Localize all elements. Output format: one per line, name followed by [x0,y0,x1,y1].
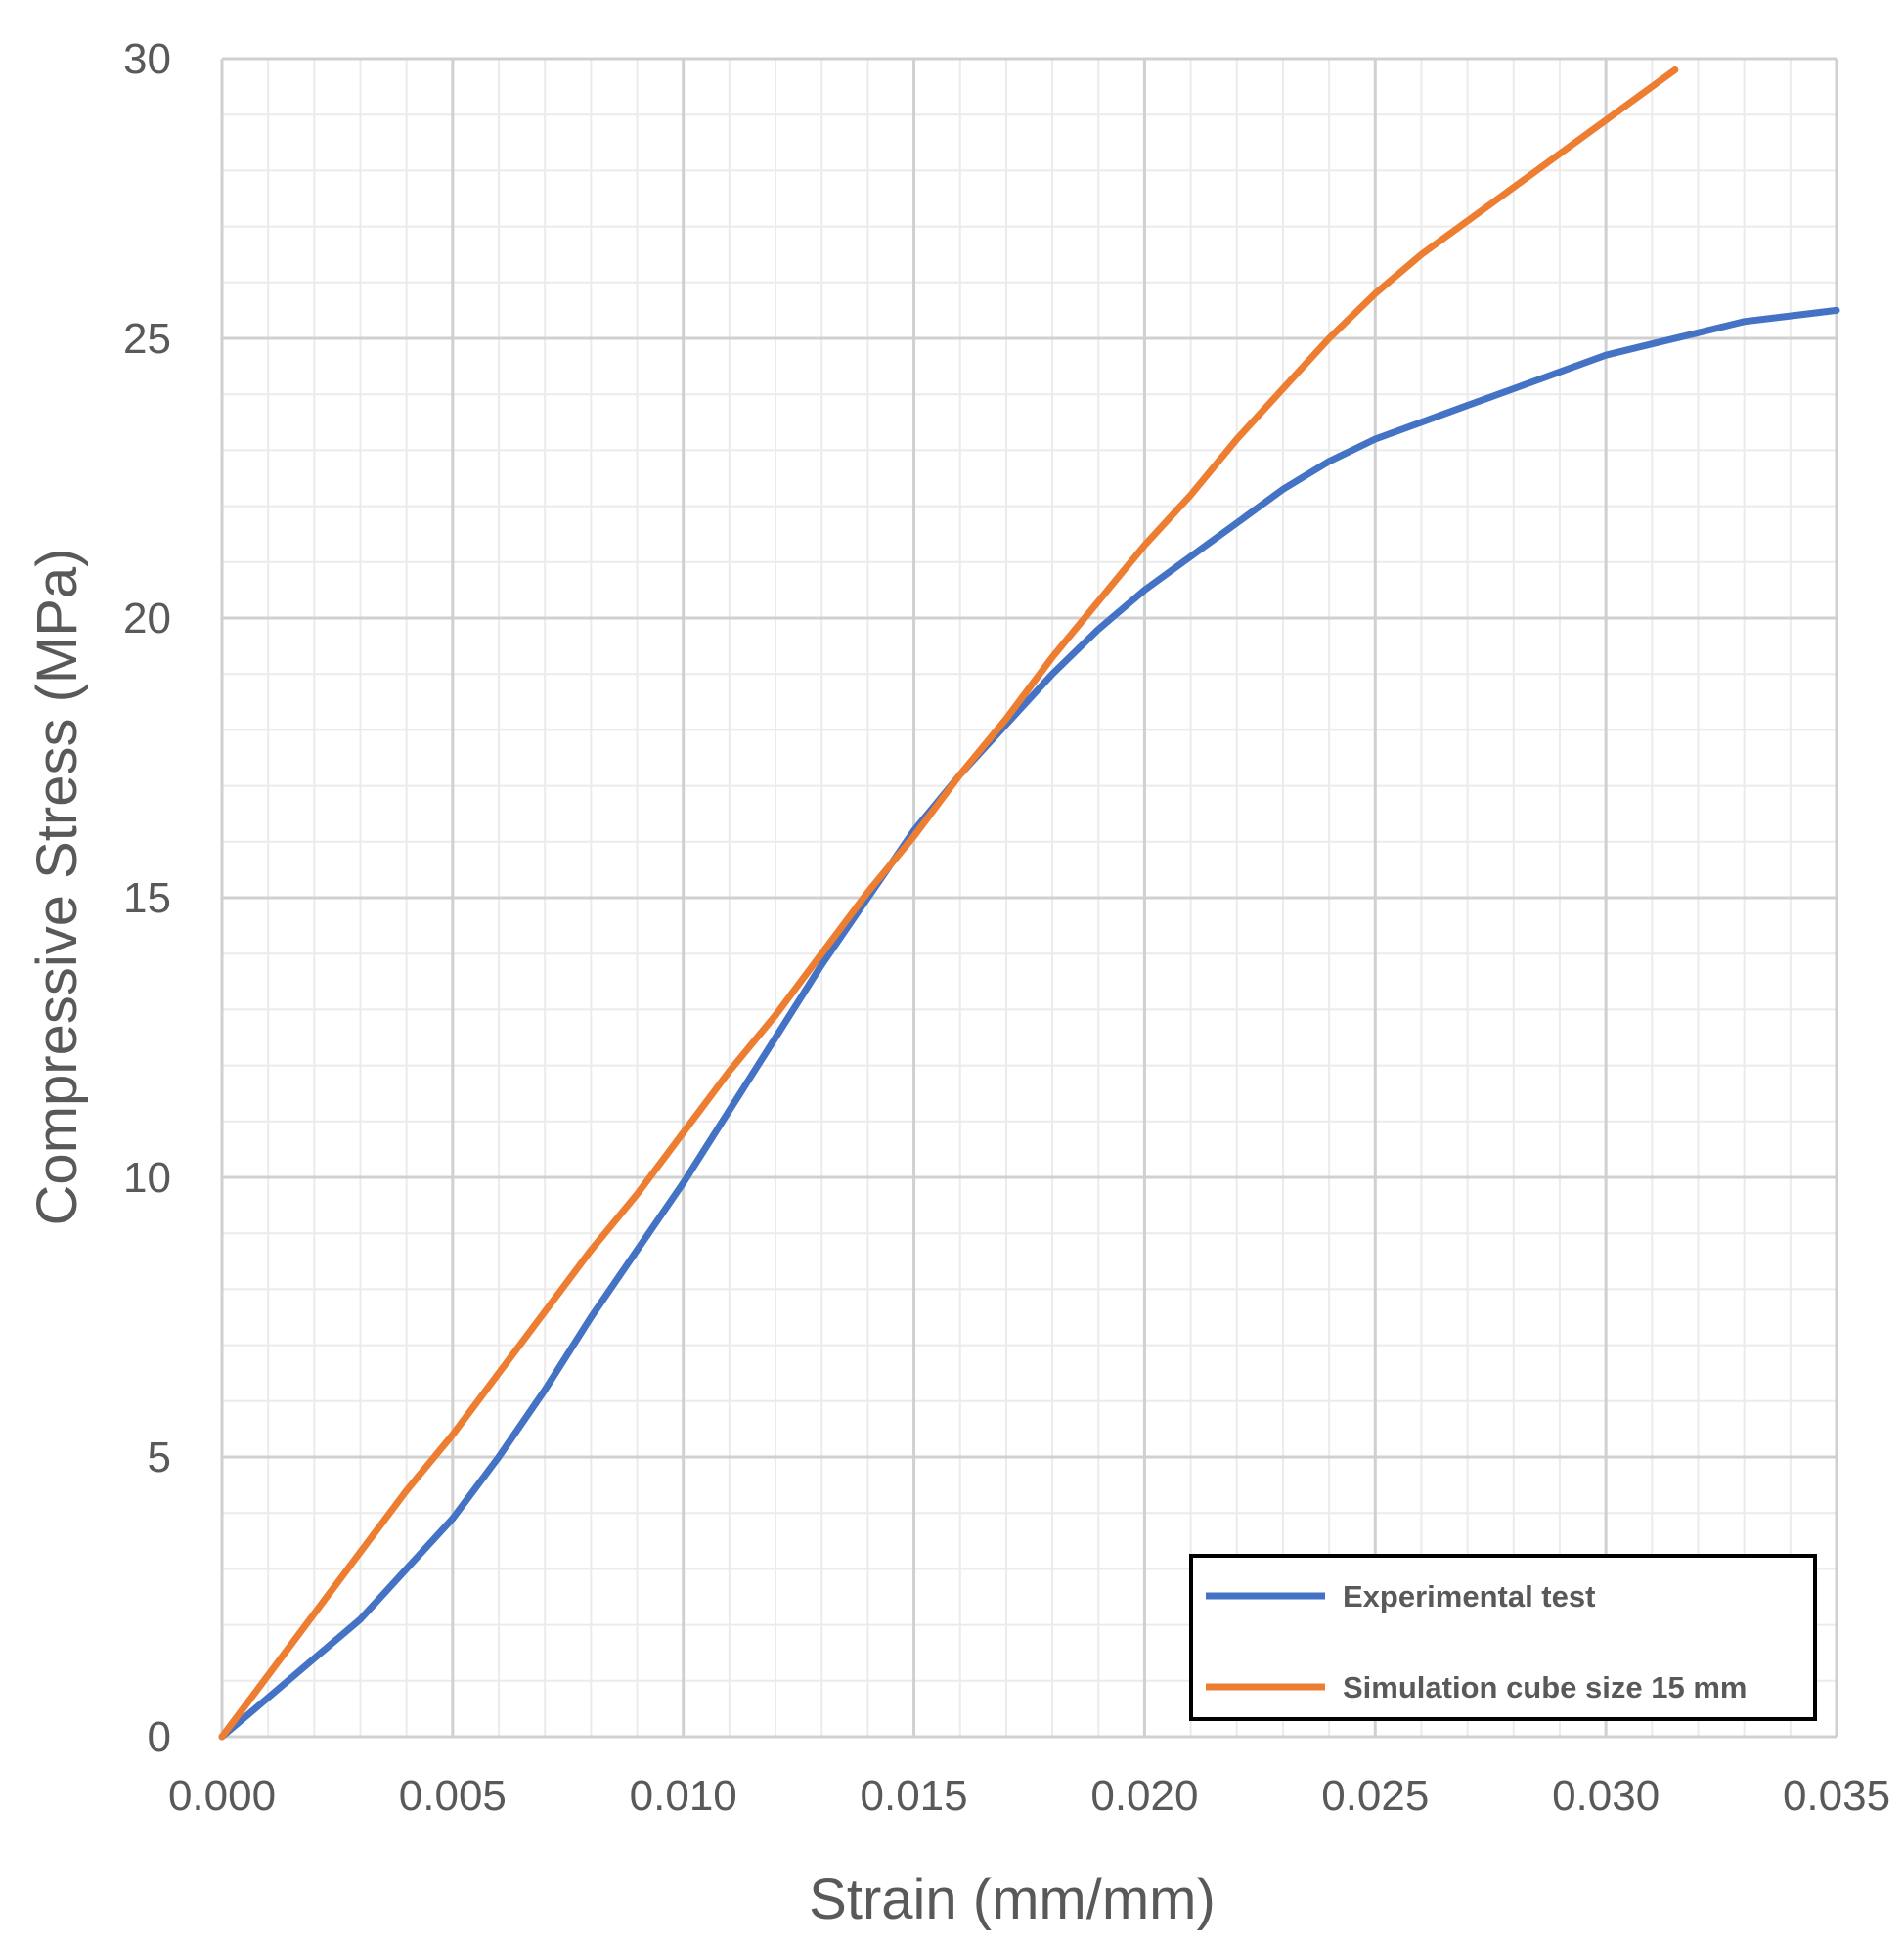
y-tick-label: 5 [148,1434,171,1481]
legend-label-simulation: Simulation cube size 15 mm [1343,1670,1747,1704]
x-tick-label: 0.030 [1552,1772,1660,1820]
simulation-cube-line [218,66,1679,1741]
y-tick-label: 25 [123,315,171,363]
x-tick-label: 0.020 [1090,1772,1198,1820]
x-tick-label: 0.010 [630,1772,737,1820]
legend: Experimental test Simulation cube size 1… [1189,1554,1817,1721]
x-axis-tick-labels: 0.000 0.005 0.010 0.015 0.020 0.025 0.030 0.035 [168,1772,1890,1820]
y-axis-tick-labels: 0 5 10 15 20 25 30 [123,35,171,1761]
x-tick-label: 0.000 [168,1772,276,1820]
major-gridlines [220,57,1838,1739]
x-tick-label: 0.025 [1321,1772,1429,1820]
x-tick-label: 0.005 [399,1772,507,1820]
y-axis-title: Compressive Stress (MPa) [25,549,89,1226]
y-tick-label: 30 [123,35,171,83]
legend-label-experimental: Experimental test [1343,1579,1595,1613]
series-lines [218,66,1840,1741]
x-tick-label: 0.015 [861,1772,968,1820]
experimental-test-line [218,306,1840,1741]
y-tick-label: 15 [123,874,171,922]
x-axis-title: Strain (mm/mm) [809,1868,1216,1931]
y-tick-label: 10 [123,1154,171,1202]
y-tick-label: 20 [123,595,171,642]
y-tick-label: 0 [148,1713,171,1761]
legend-box [1189,1554,1817,1721]
x-tick-label: 0.035 [1783,1772,1890,1820]
